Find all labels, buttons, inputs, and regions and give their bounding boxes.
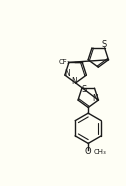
Text: O: O <box>85 147 91 156</box>
Text: S: S <box>102 40 107 49</box>
Text: CH₃: CH₃ <box>93 149 106 155</box>
Text: N: N <box>65 69 70 78</box>
Text: CF₃: CF₃ <box>58 59 70 65</box>
Text: S: S <box>82 85 87 94</box>
Text: N: N <box>71 76 77 86</box>
Text: N: N <box>92 94 98 103</box>
